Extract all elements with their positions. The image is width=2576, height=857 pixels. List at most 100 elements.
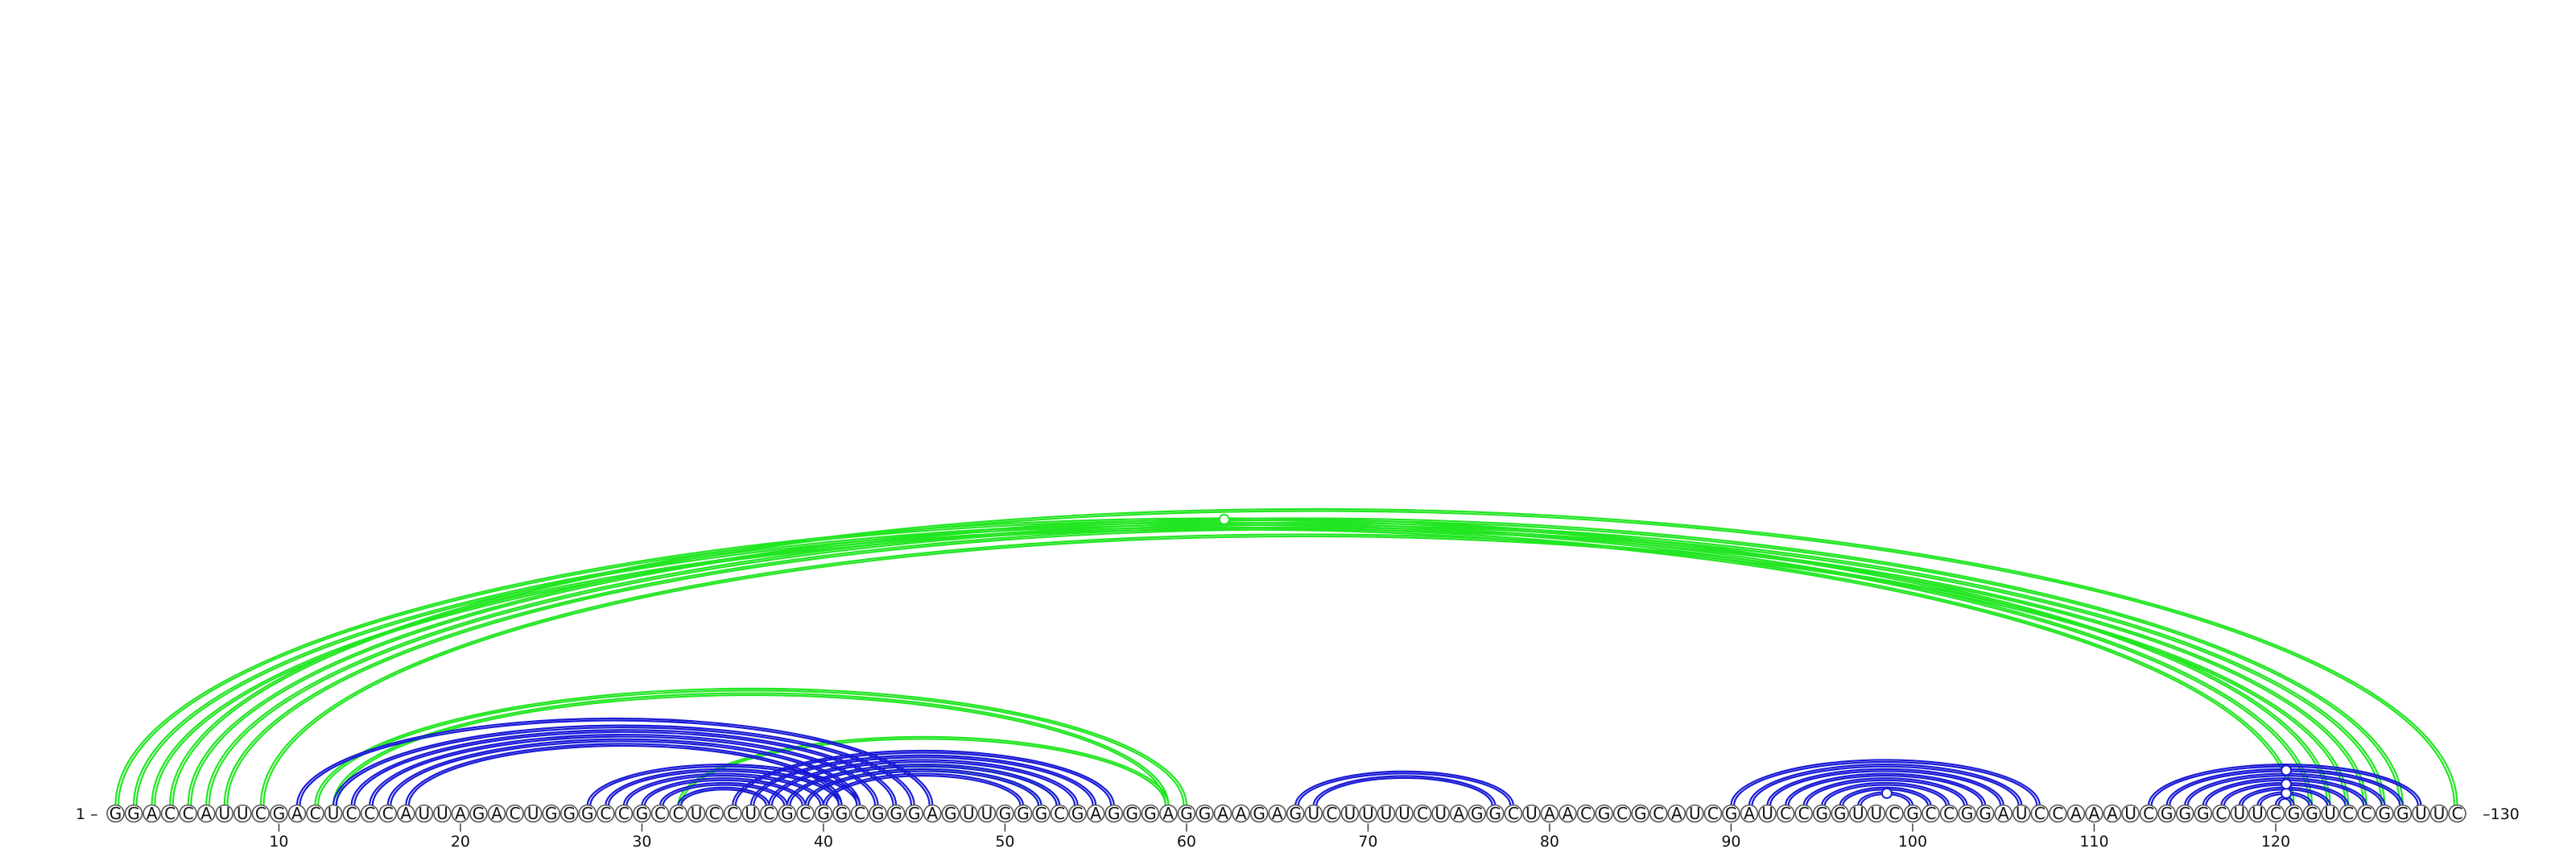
nucleotide-letter: G	[1199, 804, 1212, 823]
nucleotide-circle	[1323, 804, 1341, 823]
nucleotide-circle	[633, 804, 651, 823]
nucleotide-letter: A	[291, 804, 303, 823]
nucleotide-letter: C	[1054, 804, 1065, 823]
nucleotide-letter: G	[908, 804, 921, 823]
nucleotide-letter: U	[2016, 804, 2028, 823]
base-pair-arc-16-42	[386, 738, 861, 806]
nucleotide-circle	[1268, 804, 1286, 823]
base-pair-arc-30-39	[643, 779, 803, 806]
base-pair-arc-31-38	[662, 784, 786, 806]
base-pair-arc-35-56	[734, 751, 1113, 806]
nucleotide-letter: C	[1943, 804, 1955, 823]
nucleotide-circle	[705, 804, 724, 823]
nucleotide-circle	[778, 804, 797, 823]
nucleotide-circle	[1540, 804, 1559, 823]
nucleotide-circle	[415, 804, 434, 823]
nucleotide-circle	[1903, 804, 1922, 823]
nucleotide-letter: G	[2306, 804, 2318, 823]
arc-marker-114-127	[2281, 764, 2293, 776]
nucleotide-circle	[1068, 804, 1087, 823]
nucleotide-circle	[650, 804, 670, 823]
nucleotide-letter: C	[1326, 804, 1337, 823]
base-pair-arc-6-126	[208, 524, 2383, 806]
nucleotide-letter: G	[890, 804, 902, 823]
base-pair-arc-9-124	[262, 536, 2347, 806]
nucleotide-circle	[723, 804, 742, 823]
nucleotide-circle	[559, 804, 579, 823]
nucleotide-letter: A	[1236, 804, 1247, 823]
nucleotide-circle	[2175, 804, 2194, 823]
nucleotide-circle	[2248, 804, 2267, 823]
nucleotide-letter: C	[727, 804, 738, 823]
base-pair-arc-7-125	[226, 528, 2365, 806]
nucleotide-letter: C	[1616, 804, 1628, 823]
tick-label-10: 10	[269, 833, 288, 851]
nucleotide-letter: G	[127, 804, 140, 823]
base-pair-arc-15-43	[371, 735, 877, 806]
nucleotide-letter: C	[183, 804, 194, 823]
base-pair-arc-95-102	[1823, 784, 1947, 806]
base-pair-arc-66-78	[1297, 772, 1512, 806]
nucleotide-letter: C	[1780, 804, 1791, 823]
base-pair-arc-113-128	[2148, 764, 2422, 806]
nucleotide-letter: U	[1435, 804, 1447, 823]
tick-label-100: 100	[1898, 833, 1927, 851]
nucleotide-circle	[1686, 804, 1704, 823]
base-pair-arc-32-37	[680, 789, 767, 806]
base-pair-arc-120-121	[2277, 797, 2292, 806]
nucleotide-circle	[1776, 804, 1795, 823]
nucleotide-circle	[1922, 804, 1940, 823]
nucleotide-letter: C	[1926, 804, 1937, 823]
nucleotide-letter: U	[1381, 804, 1393, 823]
sequence-start-label: 1 –	[76, 805, 98, 823]
tick-label-80: 80	[1540, 833, 1559, 851]
nucleotide-letter: C	[1798, 804, 1810, 823]
base-pair-arc-28-41	[605, 768, 843, 806]
nucleotide-letter: A	[455, 804, 466, 823]
nucleotide-circle	[2412, 804, 2430, 823]
nucleotide-letter: C	[1417, 804, 1428, 823]
nucleotide-circle	[1195, 804, 1214, 823]
nucleotide-circle	[396, 804, 415, 823]
nucleotide-letter: C	[310, 804, 321, 823]
nucleotide-circle	[270, 804, 288, 823]
base-pair-arc-36-55	[753, 756, 1094, 806]
tick-label-120: 120	[2261, 833, 2290, 851]
nucleotide-letter: G	[473, 804, 485, 823]
base-pair-arc-66-78	[1294, 770, 1514, 806]
nucleotide-circle	[1649, 804, 1668, 823]
nucleotide-circle	[814, 804, 833, 823]
nucleotide-circle	[905, 804, 923, 823]
nucleotide-letter: C	[1889, 804, 1900, 823]
nucleotide-circle	[124, 804, 143, 823]
nucleotide-circle	[1249, 804, 1269, 823]
nucleotide-circle	[1612, 804, 1632, 823]
nucleotide-circle	[1050, 804, 1069, 823]
nucleotide-circle	[306, 804, 324, 823]
base-pair-arc-4-130	[171, 510, 2455, 806]
nucleotide-circle	[1377, 804, 1396, 823]
base-pair-arc-3-121	[154, 528, 2292, 806]
nucleotide-circle	[196, 804, 216, 823]
nucleotide-circle	[1232, 804, 1250, 823]
nucleotide-letter: G	[1017, 804, 1030, 823]
nucleotide-circle	[1213, 804, 1232, 823]
base-pair-arc-12-60	[314, 687, 1188, 806]
arc-marker-97-100	[1880, 787, 1893, 799]
nucleotide-circle	[251, 804, 270, 823]
nucleotide-letter: G	[1725, 804, 1738, 823]
base-pair-arc-5-127	[187, 517, 2404, 806]
nucleotide-circle	[2121, 804, 2140, 823]
nucleotide-circle	[1468, 804, 1487, 823]
base-pair-arc-5-127	[190, 519, 2401, 806]
base-pair-arc-91-106	[1751, 765, 2020, 806]
nucleotide-circle	[2357, 804, 2376, 823]
nucleotide-letter: C	[1707, 804, 1719, 823]
base-pair-arc-90-107	[1730, 759, 2041, 806]
nucleotide-circle	[1395, 804, 1414, 823]
nucleotide-letter: C	[510, 804, 521, 823]
nucleotide-letter: C	[255, 804, 266, 823]
base-pair-arc-67-77	[1312, 775, 1496, 806]
nucleotide-letter: U	[1525, 804, 1538, 823]
